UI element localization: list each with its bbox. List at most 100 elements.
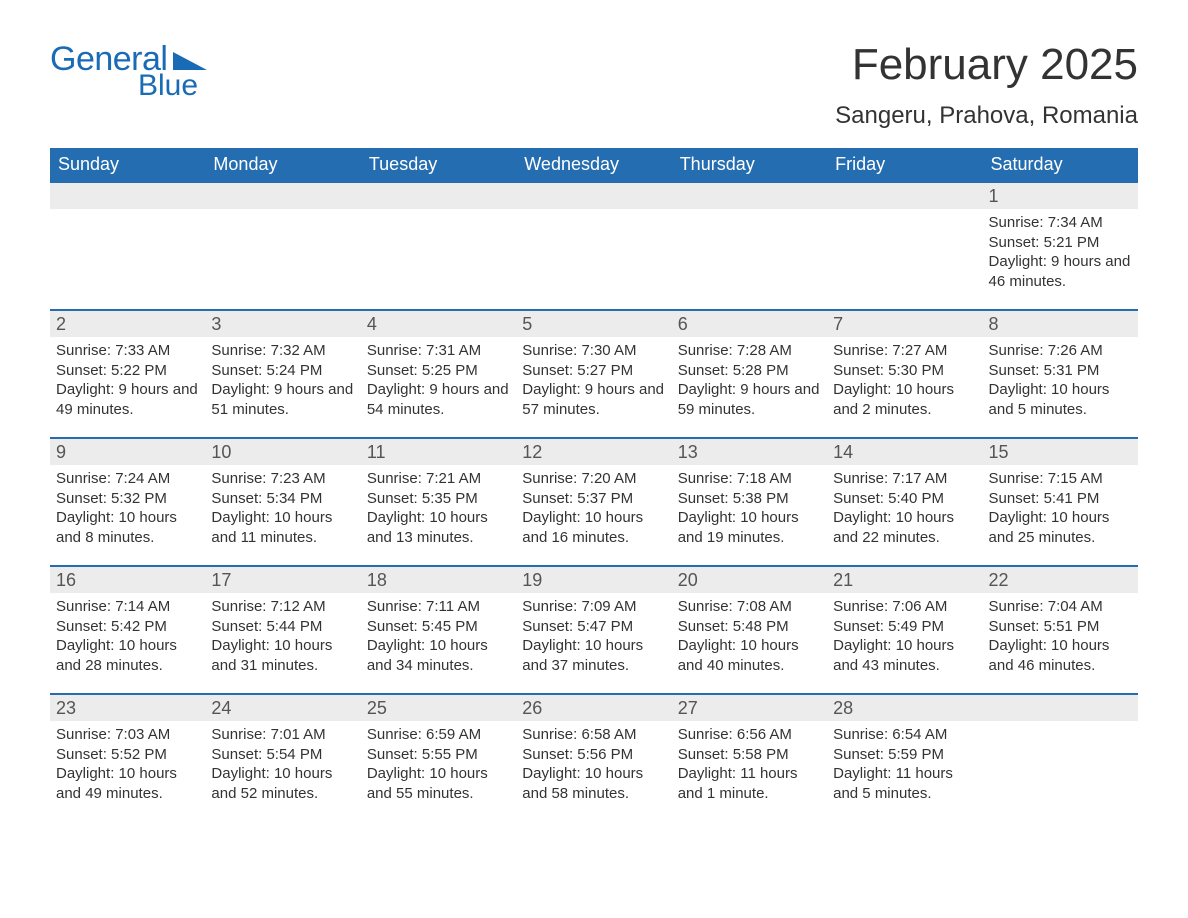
- daylight-text: Daylight: 10 hours and 52 minutes.: [211, 764, 354, 803]
- sunset-text: Sunset: 5:54 PM: [211, 745, 354, 765]
- calendar-table: Sunday Monday Tuesday Wednesday Thursday…: [50, 148, 1138, 822]
- header: General Blue February 2025 Sangeru, Prah…: [50, 40, 1138, 130]
- sunset-text: Sunset: 5:42 PM: [56, 617, 199, 637]
- daylight-text: Daylight: 9 hours and 46 minutes.: [989, 252, 1132, 291]
- calendar-cell: 16Sunrise: 7:14 AMSunset: 5:42 PMDayligh…: [50, 566, 205, 694]
- daylight-text: Daylight: 10 hours and 34 minutes.: [367, 636, 510, 675]
- sunrise-text: Sunrise: 7:15 AM: [989, 469, 1132, 489]
- calendar-week-row: 1Sunrise: 7:34 AMSunset: 5:21 PMDaylight…: [50, 182, 1138, 310]
- daylight-text: Daylight: 10 hours and 40 minutes.: [678, 636, 821, 675]
- day-info: Sunrise: 7:14 AMSunset: 5:42 PMDaylight:…: [50, 593, 205, 681]
- sunrise-text: Sunrise: 7:09 AM: [522, 597, 665, 617]
- sunrise-text: Sunrise: 7:21 AM: [367, 469, 510, 489]
- sunset-text: Sunset: 5:41 PM: [989, 489, 1132, 509]
- sunset-text: Sunset: 5:25 PM: [367, 361, 510, 381]
- daylight-text: Daylight: 10 hours and 2 minutes.: [833, 380, 976, 419]
- day-number: 5: [516, 311, 671, 337]
- sunrise-text: Sunrise: 7:12 AM: [211, 597, 354, 617]
- day-number: 21: [827, 567, 982, 593]
- empty-day: [672, 183, 827, 209]
- daylight-text: Daylight: 10 hours and 31 minutes.: [211, 636, 354, 675]
- sunrise-text: Sunrise: 7:33 AM: [56, 341, 199, 361]
- calendar-cell: 9Sunrise: 7:24 AMSunset: 5:32 PMDaylight…: [50, 438, 205, 566]
- daylight-text: Daylight: 10 hours and 13 minutes.: [367, 508, 510, 547]
- sunrise-text: Sunrise: 7:03 AM: [56, 725, 199, 745]
- calendar-cell: 13Sunrise: 7:18 AMSunset: 5:38 PMDayligh…: [672, 438, 827, 566]
- sunset-text: Sunset: 5:27 PM: [522, 361, 665, 381]
- logo: General Blue: [50, 40, 207, 103]
- day-number: 1: [983, 183, 1138, 209]
- daylight-text: Daylight: 9 hours and 59 minutes.: [678, 380, 821, 419]
- day-number: 27: [672, 695, 827, 721]
- weekday-header: Tuesday: [361, 148, 516, 182]
- calendar-cell: 26Sunrise: 6:58 AMSunset: 5:56 PMDayligh…: [516, 694, 671, 822]
- daylight-text: Daylight: 10 hours and 5 minutes.: [989, 380, 1132, 419]
- sunrise-text: Sunrise: 7:17 AM: [833, 469, 976, 489]
- daylight-text: Daylight: 9 hours and 57 minutes.: [522, 380, 665, 419]
- calendar-cell: 19Sunrise: 7:09 AMSunset: 5:47 PMDayligh…: [516, 566, 671, 694]
- calendar-cell: 1Sunrise: 7:34 AMSunset: 5:21 PMDaylight…: [983, 182, 1138, 310]
- sunrise-text: Sunrise: 7:31 AM: [367, 341, 510, 361]
- day-info: Sunrise: 7:21 AMSunset: 5:35 PMDaylight:…: [361, 465, 516, 553]
- day-info: Sunrise: 7:03 AMSunset: 5:52 PMDaylight:…: [50, 721, 205, 809]
- calendar-cell: 5 Sunrise: 7:30 AMSunset: 5:27 PMDaylight…: [516, 310, 671, 438]
- calendar-cell: 8Sunrise: 7:26 AMSunset: 5:31 PMDaylight…: [983, 310, 1138, 438]
- daylight-text: Daylight: 10 hours and 28 minutes.: [56, 636, 199, 675]
- sunset-text: Sunset: 5:37 PM: [522, 489, 665, 509]
- sunrise-text: Sunrise: 7:08 AM: [678, 597, 821, 617]
- daylight-text: Daylight: 9 hours and 54 minutes.: [367, 380, 510, 419]
- daylight-text: Daylight: 9 hours and 51 minutes.: [211, 380, 354, 419]
- sunrise-text: Sunrise: 7:23 AM: [211, 469, 354, 489]
- calendar-cell: 27Sunrise: 6:56 AMSunset: 5:58 PMDayligh…: [672, 694, 827, 822]
- calendar-cell: [361, 182, 516, 310]
- calendar-cell: 21Sunrise: 7:06 AMSunset: 5:49 PMDayligh…: [827, 566, 982, 694]
- sunrise-text: Sunrise: 7:34 AM: [989, 213, 1132, 233]
- day-info: Sunrise: 7:28 AMSunset: 5:28 PMDaylight:…: [672, 337, 827, 425]
- day-number: 15: [983, 439, 1138, 465]
- day-number: 23: [50, 695, 205, 721]
- day-info: Sunrise: 7:32 AMSunset: 5:24 PMDaylight:…: [205, 337, 360, 425]
- calendar-cell: 11Sunrise: 7:21 AMSunset: 5:35 PMDayligh…: [361, 438, 516, 566]
- sunrise-text: Sunrise: 7:28 AM: [678, 341, 821, 361]
- calendar-cell: [205, 182, 360, 310]
- empty-day: [50, 183, 205, 209]
- calendar-cell: 14Sunrise: 7:17 AMSunset: 5:40 PMDayligh…: [827, 438, 982, 566]
- empty-day: [983, 695, 1138, 721]
- sunset-text: Sunset: 5:28 PM: [678, 361, 821, 381]
- day-number: 4: [361, 311, 516, 337]
- sunset-text: Sunset: 5:45 PM: [367, 617, 510, 637]
- day-info: Sunrise: 7:15 AMSunset: 5:41 PMDaylight:…: [983, 465, 1138, 553]
- day-number: 22: [983, 567, 1138, 593]
- sunset-text: Sunset: 5:59 PM: [833, 745, 976, 765]
- sunrise-text: Sunrise: 7:27 AM: [833, 341, 976, 361]
- day-number: 6: [672, 311, 827, 337]
- day-number: 19: [516, 567, 671, 593]
- sunrise-text: Sunrise: 7:04 AM: [989, 597, 1132, 617]
- day-number: 8: [983, 311, 1138, 337]
- day-info: Sunrise: 7:06 AMSunset: 5:49 PMDaylight:…: [827, 593, 982, 681]
- day-number: 17: [205, 567, 360, 593]
- calendar-cell: 17Sunrise: 7:12 AMSunset: 5:44 PMDayligh…: [205, 566, 360, 694]
- sunset-text: Sunset: 5:55 PM: [367, 745, 510, 765]
- day-info: Sunrise: 7:08 AMSunset: 5:48 PMDaylight:…: [672, 593, 827, 681]
- weekday-header: Sunday: [50, 148, 205, 182]
- sunset-text: Sunset: 5:35 PM: [367, 489, 510, 509]
- sunrise-text: Sunrise: 7:30 AM: [522, 341, 665, 361]
- calendar-week-row: 2Sunrise: 7:33 AMSunset: 5:22 PMDaylight…: [50, 310, 1138, 438]
- sunrise-text: Sunrise: 7:24 AM: [56, 469, 199, 489]
- sunrise-text: Sunrise: 7:20 AM: [522, 469, 665, 489]
- logo-word2: Blue: [138, 69, 198, 103]
- sunrise-text: Sunrise: 7:32 AM: [211, 341, 354, 361]
- day-number: 16: [50, 567, 205, 593]
- weekday-header: Monday: [205, 148, 360, 182]
- day-number: 10: [205, 439, 360, 465]
- day-number: 25: [361, 695, 516, 721]
- day-number: 14: [827, 439, 982, 465]
- weekday-header: Thursday: [672, 148, 827, 182]
- day-number: 24: [205, 695, 360, 721]
- empty-day: [516, 183, 671, 209]
- day-number: 11: [361, 439, 516, 465]
- daylight-text: Daylight: 10 hours and 49 minutes.: [56, 764, 199, 803]
- day-info: Sunrise: 7:04 AMSunset: 5:51 PMDaylight:…: [983, 593, 1138, 681]
- calendar-cell: 7Sunrise: 7:27 AMSunset: 5:30 PMDaylight…: [827, 310, 982, 438]
